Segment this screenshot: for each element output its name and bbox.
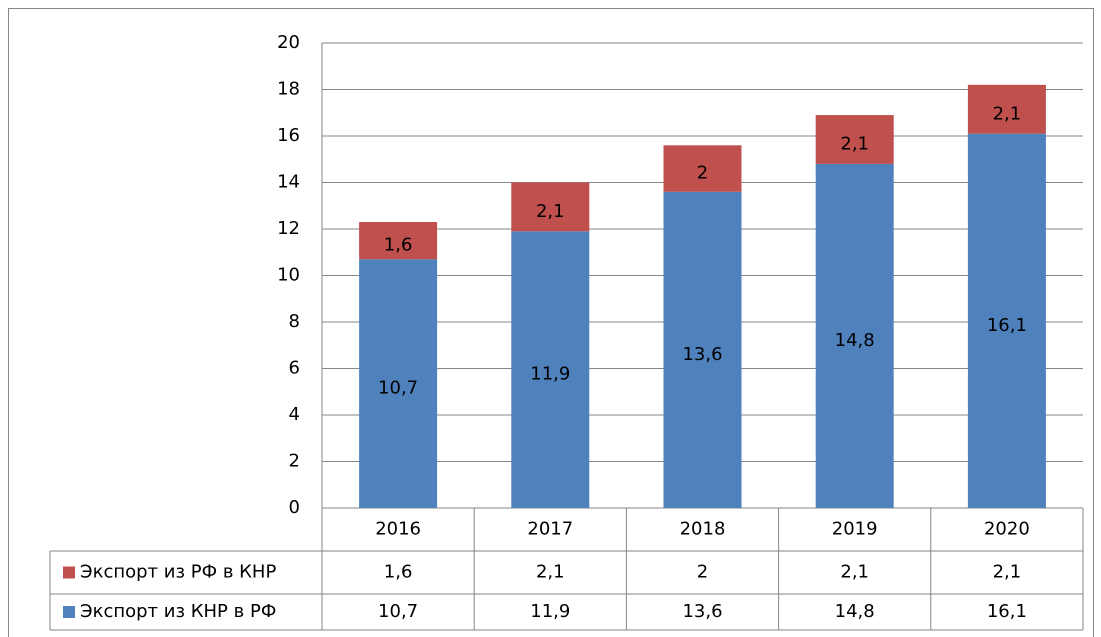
y-tick-label: 20 xyxy=(277,32,300,53)
x-tick-label: 2016 xyxy=(375,519,421,540)
x-tick-label: 2018 xyxy=(680,519,726,540)
table-cell: 2,1 xyxy=(840,562,869,583)
bar-segment xyxy=(359,222,438,260)
y-tick-label: 8 xyxy=(289,311,300,332)
table-cell: 16,1 xyxy=(987,601,1027,622)
bar-label: 2 xyxy=(697,163,708,184)
legend-swatch xyxy=(63,606,75,618)
bar-label: 2,1 xyxy=(993,103,1022,124)
bar-segment xyxy=(511,182,590,232)
x-tick-label: 2020 xyxy=(984,519,1030,540)
chart-frame xyxy=(8,8,1094,637)
bar-segment xyxy=(663,145,742,192)
y-tick-label: 4 xyxy=(289,404,300,425)
bar-segment xyxy=(967,133,1046,509)
bar-label: 10,7 xyxy=(378,378,418,399)
table-cell: 1,6 xyxy=(384,562,413,583)
table-cell: 11,9 xyxy=(530,601,570,622)
bar-label: 14,8 xyxy=(835,330,875,351)
bar-segment xyxy=(815,163,894,508)
bar-segment xyxy=(663,191,742,509)
y-tick-label: 16 xyxy=(277,125,300,146)
y-tick-label: 18 xyxy=(277,79,300,100)
y-tick-label: 2 xyxy=(289,451,300,472)
legend-label: Экспорт из РФ в КНР xyxy=(80,562,276,583)
bar-label: 1,6 xyxy=(384,235,413,256)
y-tick-label: 10 xyxy=(277,265,300,286)
bar-segment xyxy=(967,84,1046,134)
bar-label: 2,1 xyxy=(840,133,869,154)
x-tick-label: 2019 xyxy=(832,519,878,540)
bar-segment xyxy=(815,115,894,164)
bar-label: 11,9 xyxy=(530,364,570,385)
y-tick-label: 6 xyxy=(289,358,300,379)
table-cell: 13,6 xyxy=(682,601,722,622)
x-tick-label: 2017 xyxy=(527,519,573,540)
legend-label: Экспорт из КНР в РФ xyxy=(80,601,276,622)
bar-segment xyxy=(511,231,590,508)
bar-label: 16,1 xyxy=(987,315,1027,336)
table-cell: 2,1 xyxy=(993,562,1022,583)
y-tick-label: 12 xyxy=(277,218,300,239)
legend-swatch xyxy=(63,566,75,579)
table-cell: 2 xyxy=(697,562,708,583)
y-tick-label: 14 xyxy=(277,172,300,193)
bar-segment xyxy=(359,259,438,508)
table-cell: 2,1 xyxy=(536,562,565,583)
bar-label: 13,6 xyxy=(682,344,722,365)
table-cell: 14,8 xyxy=(835,601,875,622)
y-tick-label: 0 xyxy=(289,497,300,518)
table-cell: 10,7 xyxy=(378,601,418,622)
bar-label: 2,1 xyxy=(536,201,565,222)
